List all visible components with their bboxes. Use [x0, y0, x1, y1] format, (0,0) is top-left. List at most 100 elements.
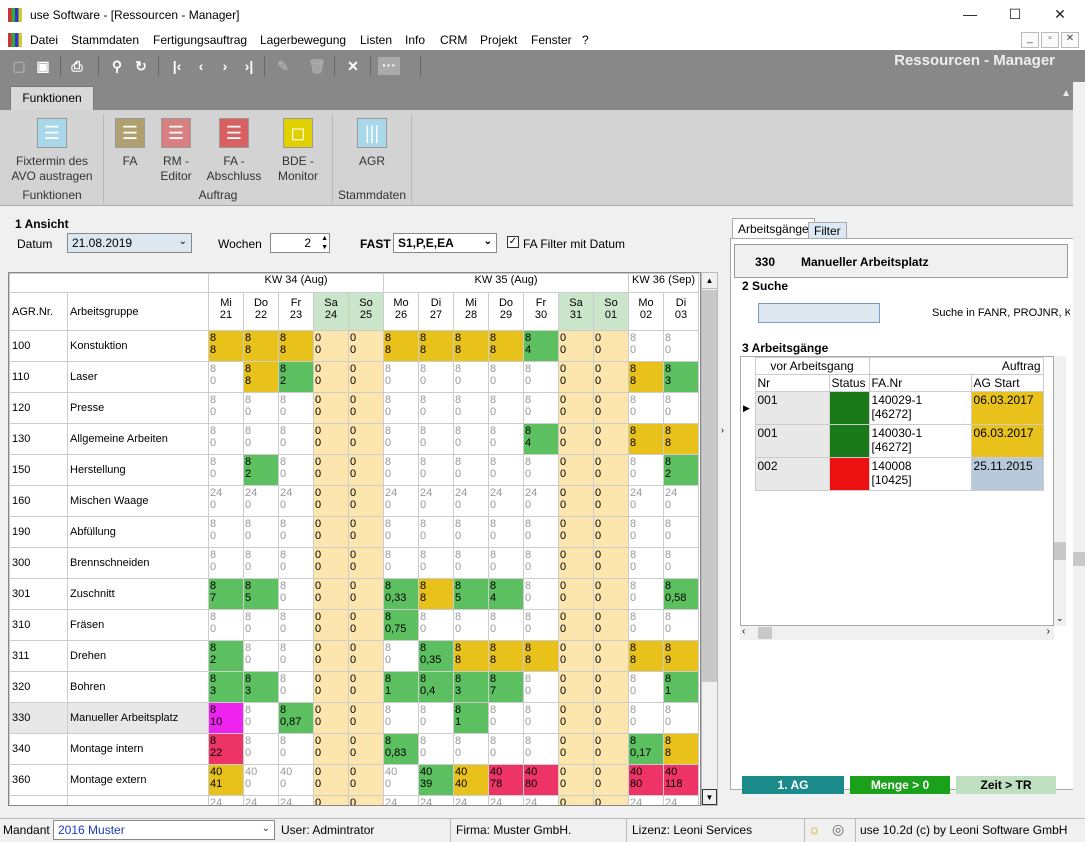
- capacity-cell[interactable]: 40 0: [383, 764, 419, 796]
- table-row[interactable]: 110 Laser 8 0 8 8 8 2 0 0 0 0 8 0 8 0 8 0 8 0 8 0 0 0 0 0 8 8 8 3: [9, 361, 699, 393]
- scroll-thumb[interactable]: [758, 627, 772, 639]
- delete-icon[interactable]: 🗑: [308, 58, 326, 74]
- capacity-cell[interactable]: 8 0,17: [628, 733, 664, 765]
- capacity-cell[interactable]: 40 78: [488, 764, 524, 796]
- capacity-cell[interactable]: 240: [628, 795, 664, 805]
- capacity-cell[interactable]: 8 0,35: [418, 640, 454, 672]
- menu-fenster[interactable]: Fenster: [531, 33, 572, 47]
- day-header[interactable]: Fr 23: [278, 292, 314, 331]
- fast-select[interactable]: S1,P,E,EA ⌄: [393, 233, 497, 253]
- tab-arbeitsgaenge[interactable]: Arbeitsgänge: [732, 218, 815, 238]
- capacity-cell[interactable]: 240: [278, 795, 314, 805]
- search-input[interactable]: [758, 303, 880, 323]
- capacity-cell[interactable]: 8 10: [208, 702, 244, 734]
- menu-fertigungsauftrag[interactable]: Fertigungsauftrag: [153, 33, 248, 47]
- next-record-icon[interactable]: ›: [222, 58, 228, 74]
- table-row[interactable]: 150 Herstellung 8 0 8 2 8 0 0 0 0 0 8 0 8 0 8 0 8 0 8 0 0 0 0 0 8 0…: [9, 454, 699, 486]
- day-header[interactable]: Mo 26: [383, 292, 419, 331]
- more-icon[interactable]: ···: [378, 57, 400, 75]
- last-record-icon[interactable]: ›|: [244, 58, 254, 74]
- table-row[interactable]: 300 Brennschneiden 8 0 8 0 8 0 0 0 0 0 8 0 8 0 8 0 8 0 8 0 0 0 0…: [9, 547, 699, 579]
- ag-col-fanr[interactable]: FA.Nr: [868, 374, 972, 392]
- day-header[interactable]: So 01: [593, 292, 629, 331]
- capacity-cell[interactable]: 40 39: [418, 764, 454, 796]
- prev-record-icon[interactable]: ‹: [198, 58, 204, 74]
- ribbon-collapse-icon[interactable]: ▲: [1061, 88, 1071, 99]
- capacity-cell[interactable]: 40 0: [243, 764, 279, 796]
- table-row[interactable]: 160 Mischen Waage 24 0 24 0 24 0 0 0 0 0 24 0 24 0 24 0 24…: [9, 485, 699, 517]
- rm-editor-button[interactable]: ☰ RM - Editor: [154, 118, 198, 184]
- day-header[interactable]: Di 27: [418, 292, 454, 331]
- cancel-icon[interactable]: ✕: [347, 58, 359, 74]
- capacity-cell[interactable]: 240: [243, 795, 279, 805]
- capacity-cell[interactable]: 240: [208, 795, 244, 805]
- scroll-thumb[interactable]: [1073, 552, 1085, 566]
- scroll-down-icon[interactable]: ▼: [702, 789, 717, 805]
- ag-hscrollbar[interactable]: ‹ ›: [740, 626, 1054, 640]
- col-agr-header[interactable]: AGR.Nr.: [9, 292, 68, 331]
- first-record-icon[interactable]: |‹: [172, 58, 182, 74]
- maximize-button[interactable]: ☐: [1008, 6, 1022, 22]
- capacity-cell[interactable]: 240: [488, 795, 524, 805]
- table-row[interactable]: 330 Manueller Arbeitsplatz 8 10 8 0 8 0,87 0 0 0 0 8…: [9, 702, 699, 734]
- tab-filter[interactable]: Filter: [808, 222, 847, 239]
- close-button[interactable]: ✕: [1054, 6, 1066, 22]
- table-row[interactable]: 120 Presse 8 0 8 0 8 0 0 0 0 0 8 0 8 0 8 0 8 0 8 0 0 0 0 0 8 0 8 0: [9, 392, 699, 424]
- day-header[interactable]: Mo 02: [628, 292, 664, 331]
- ag-col-status[interactable]: Status: [828, 374, 870, 392]
- agr-button[interactable]: ||| AGR: [348, 118, 396, 169]
